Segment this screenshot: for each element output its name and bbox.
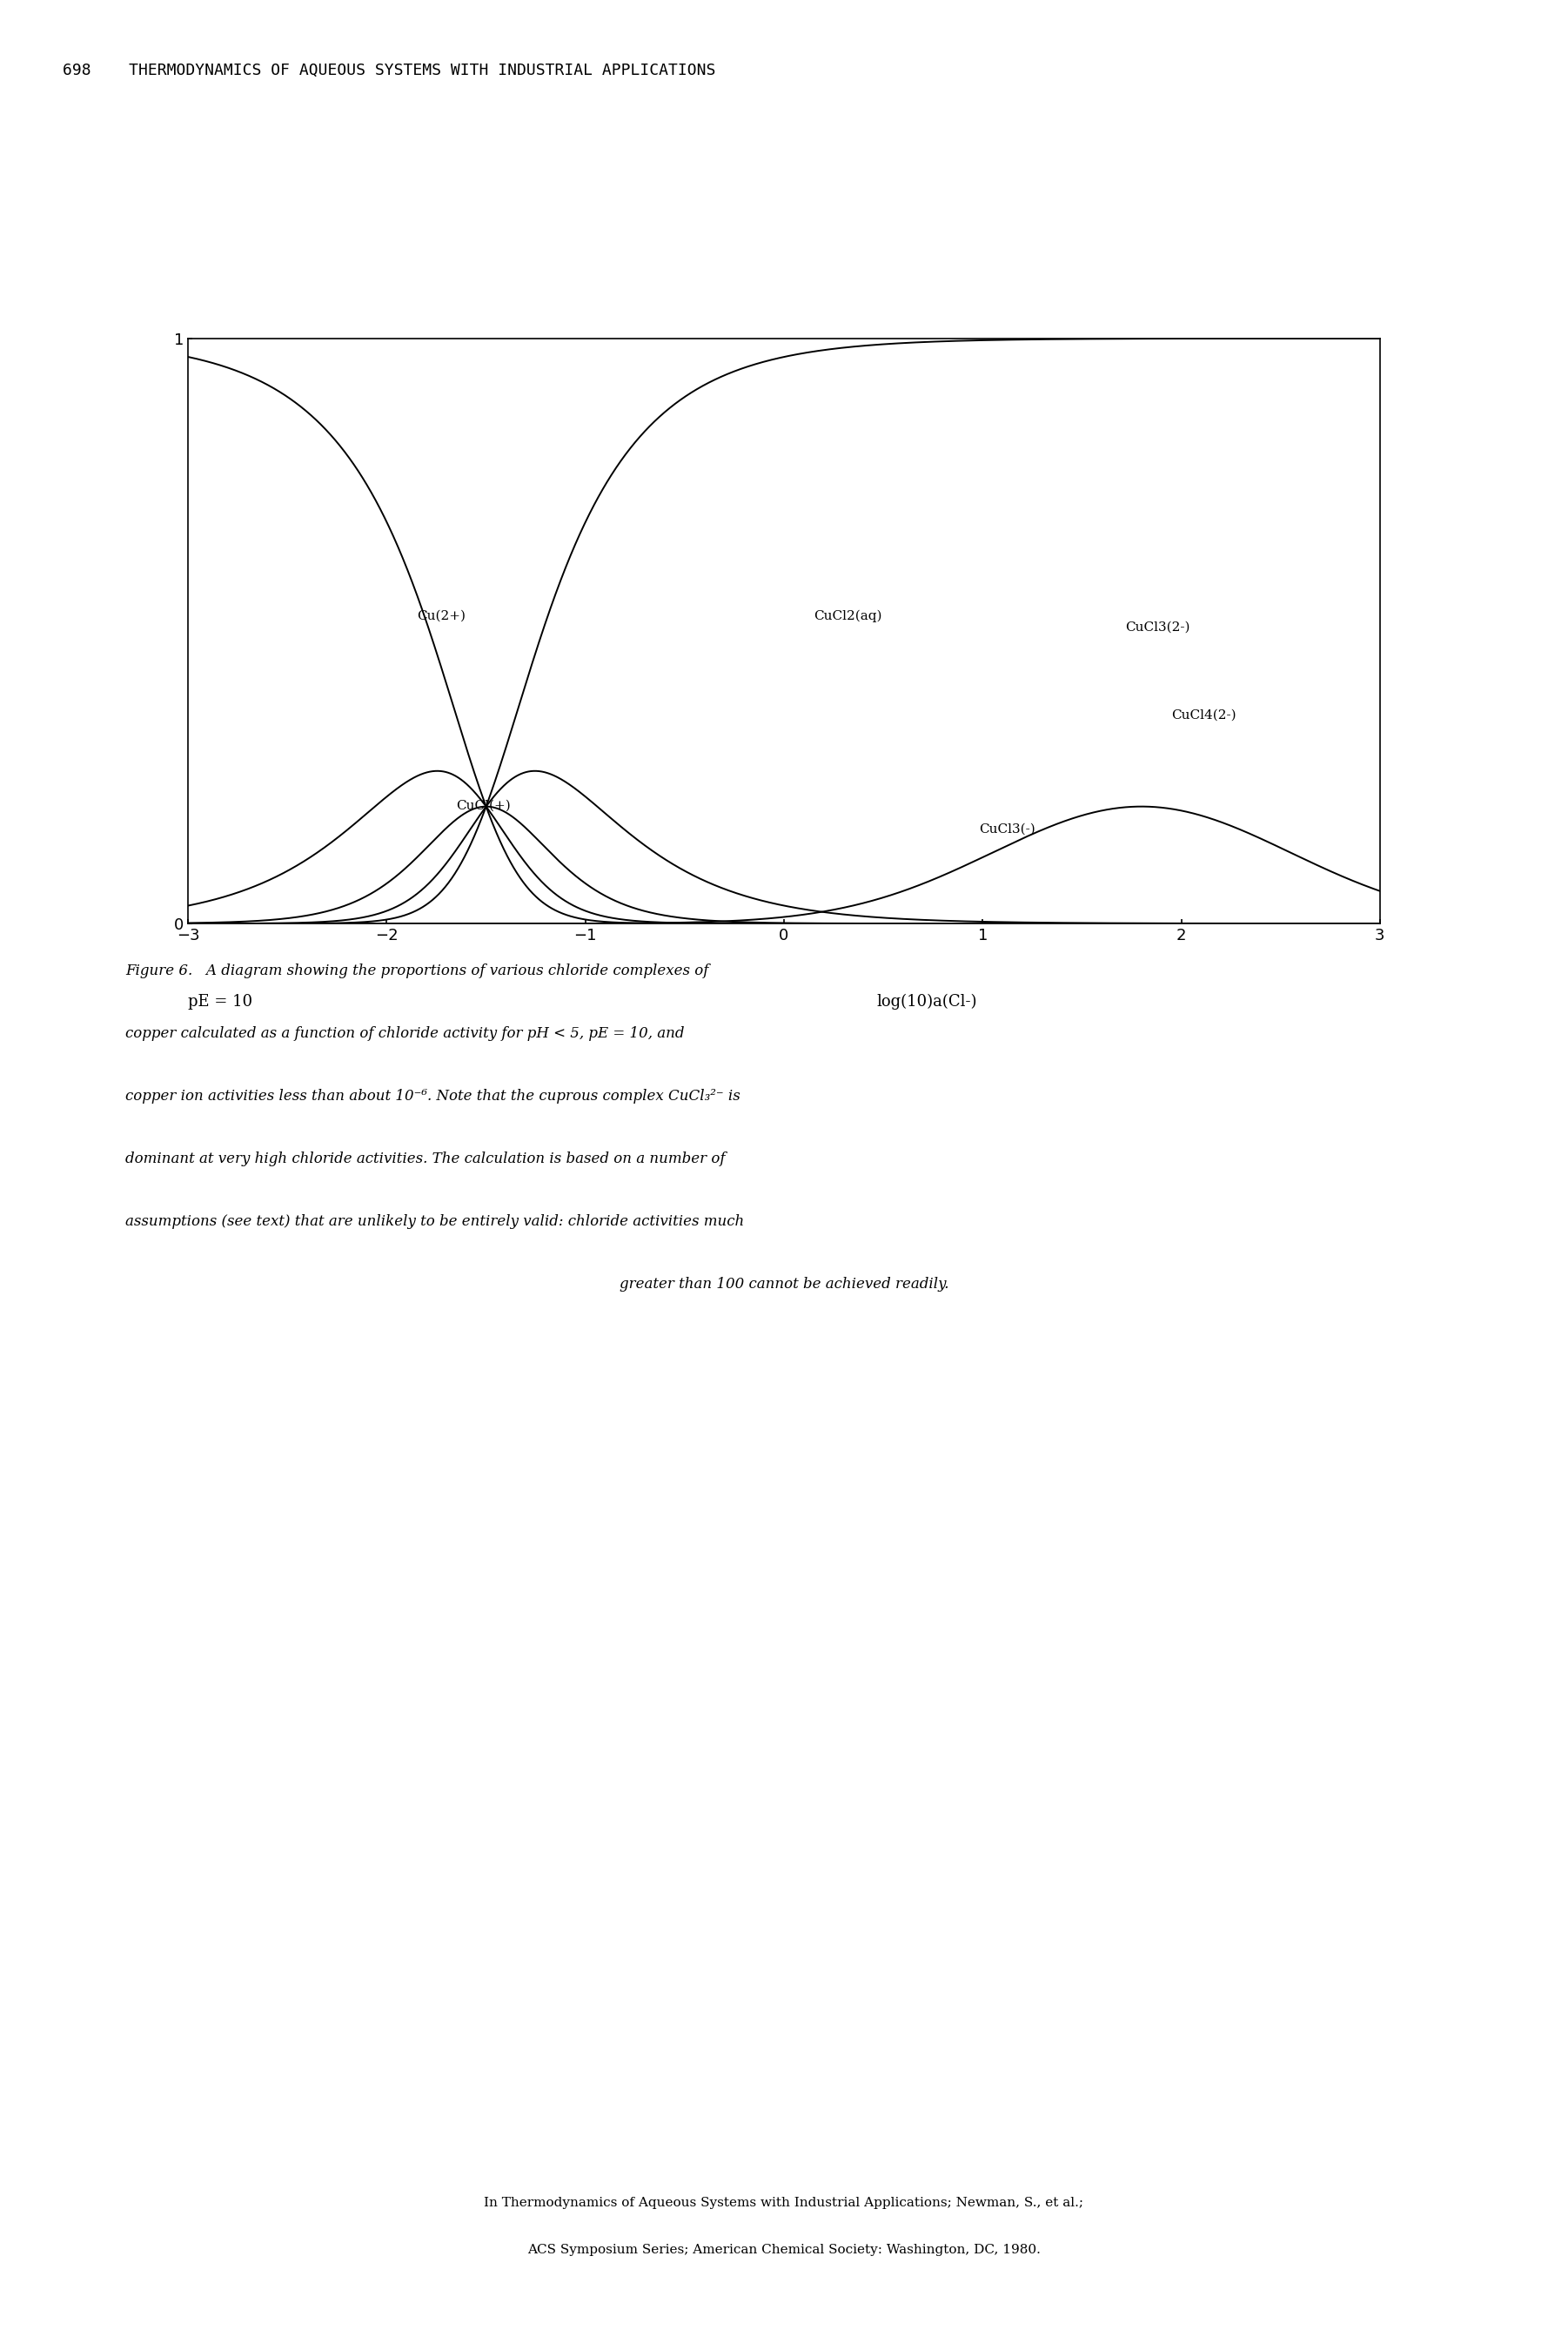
Text: CuCl2(aq): CuCl2(aq) — [814, 609, 883, 623]
Text: Cu(2+): Cu(2+) — [417, 609, 466, 623]
Text: CuCl3(-): CuCl3(-) — [978, 822, 1035, 837]
Text: CuCl3(2-): CuCl3(2-) — [1126, 620, 1190, 635]
Text: ACS Symposium Series; American Chemical Society: Washington, DC, 1980.: ACS Symposium Series; American Chemical … — [527, 2244, 1041, 2256]
Text: CuCl(+): CuCl(+) — [456, 799, 511, 813]
Text: assumptions (see text) that are unlikely to be entirely valid: chloride activiti: assumptions (see text) that are unlikely… — [125, 1215, 745, 1229]
Text: pE = 10: pE = 10 — [188, 994, 252, 1010]
Text: log(10)a(Cl-): log(10)a(Cl-) — [877, 994, 977, 1010]
Text: Figure 6.   A diagram showing the proportions of various chloride complexes of: Figure 6. A diagram showing the proporti… — [125, 964, 709, 978]
Text: dominant at very high chloride activities. The calculation is based on a number : dominant at very high chloride activitie… — [125, 1152, 726, 1166]
Text: CuCl4(2-): CuCl4(2-) — [1171, 710, 1236, 721]
Text: 698    THERMODYNAMICS OF AQUEOUS SYSTEMS WITH INDUSTRIAL APPLICATIONS: 698 THERMODYNAMICS OF AQUEOUS SYSTEMS WI… — [63, 63, 715, 78]
Text: In Thermodynamics of Aqueous Systems with Industrial Applications; Newman, S., e: In Thermodynamics of Aqueous Systems wit… — [485, 2197, 1083, 2209]
Text: copper calculated as a function of chloride activity for pH < 5, pE = 10, and: copper calculated as a function of chlor… — [125, 1027, 685, 1041]
Text: copper ion activities less than about 10⁻⁶. Note that the cuprous complex CuCl₃²: copper ion activities less than about 10… — [125, 1088, 740, 1104]
Text: greater than 100 cannot be achieved readily.: greater than 100 cannot be achieved read… — [619, 1276, 949, 1293]
